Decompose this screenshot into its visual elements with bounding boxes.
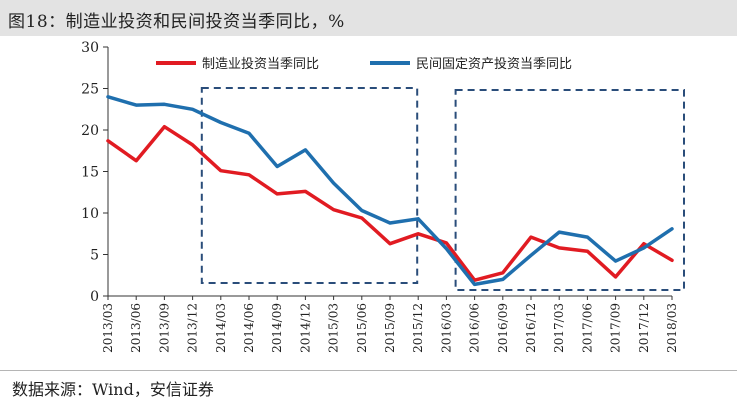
- figure-title: 图18：制造业投资和民间投资当季同比，%: [8, 12, 345, 32]
- x-tick-label: 2017/09: [609, 303, 623, 353]
- x-tick-label: 2013/12: [186, 303, 200, 353]
- x-tick-label: 2015/03: [327, 303, 341, 353]
- y-tick-label: 20: [81, 123, 99, 139]
- source-note: 数据来源：Wind，安信证券: [12, 380, 214, 399]
- legend-label: 制造业投资当季同比: [202, 56, 319, 72]
- x-tick-label: 2016/03: [439, 303, 453, 353]
- x-tick-label: 2018/03: [665, 303, 679, 353]
- x-tick-label: 2017/12: [637, 303, 651, 353]
- y-tick-label: 25: [81, 82, 99, 98]
- legend: 制造业投资当季同比 民间固定资产投资当季同比: [156, 56, 572, 72]
- x-tick-label: 2013/09: [157, 303, 171, 353]
- x-tick-label: 2016/09: [496, 303, 510, 353]
- x-tick-label: 2014/09: [270, 303, 284, 353]
- x-tick-label: 2013/06: [129, 303, 143, 353]
- y-tick-label: 30: [81, 40, 99, 56]
- x-tick-label: 2013/03: [101, 303, 115, 353]
- title-band: [0, 0, 737, 36]
- x-tick-label: 2016/12: [524, 303, 538, 353]
- series-layer: [106, 95, 674, 287]
- x-tick-label: 2015/09: [383, 303, 397, 353]
- x-tick-label: 2014/03: [214, 303, 228, 353]
- x-tick-label: 2015/12: [411, 303, 425, 353]
- x-tick-label: 2017/03: [552, 303, 566, 353]
- annotation-layer: [200, 87, 685, 291]
- x-tick-label: 2016/06: [468, 303, 482, 353]
- x-tick-label: 2014/12: [298, 303, 312, 353]
- series-line-manufacturing: [106, 124, 674, 282]
- axes: 0 5 10 15 20 25 30 2013/03 2013/06 2013/09 2013/12…: [81, 40, 679, 353]
- x-tick-label: 2015/06: [355, 303, 369, 353]
- legend-label: 民间固定资产投资当季同比: [416, 56, 572, 72]
- annotation-dashed-box: [454, 89, 685, 291]
- y-tick-label: 5: [90, 248, 99, 264]
- annotation-dashed-box: [200, 87, 419, 284]
- series-line-private-investment: [106, 95, 674, 287]
- x-tick-label: 2014/06: [242, 303, 256, 353]
- y-tick-label: 15: [81, 165, 99, 181]
- x-tick-label: 2017/06: [580, 303, 594, 353]
- footer-divider: [0, 370, 737, 371]
- y-tick-label: 0: [90, 289, 99, 305]
- y-tick-label: 10: [81, 206, 99, 222]
- line-chart: 0 5 10 15 20 25 30 2013/03 2013/06 2013/09 2013/12…: [81, 40, 685, 353]
